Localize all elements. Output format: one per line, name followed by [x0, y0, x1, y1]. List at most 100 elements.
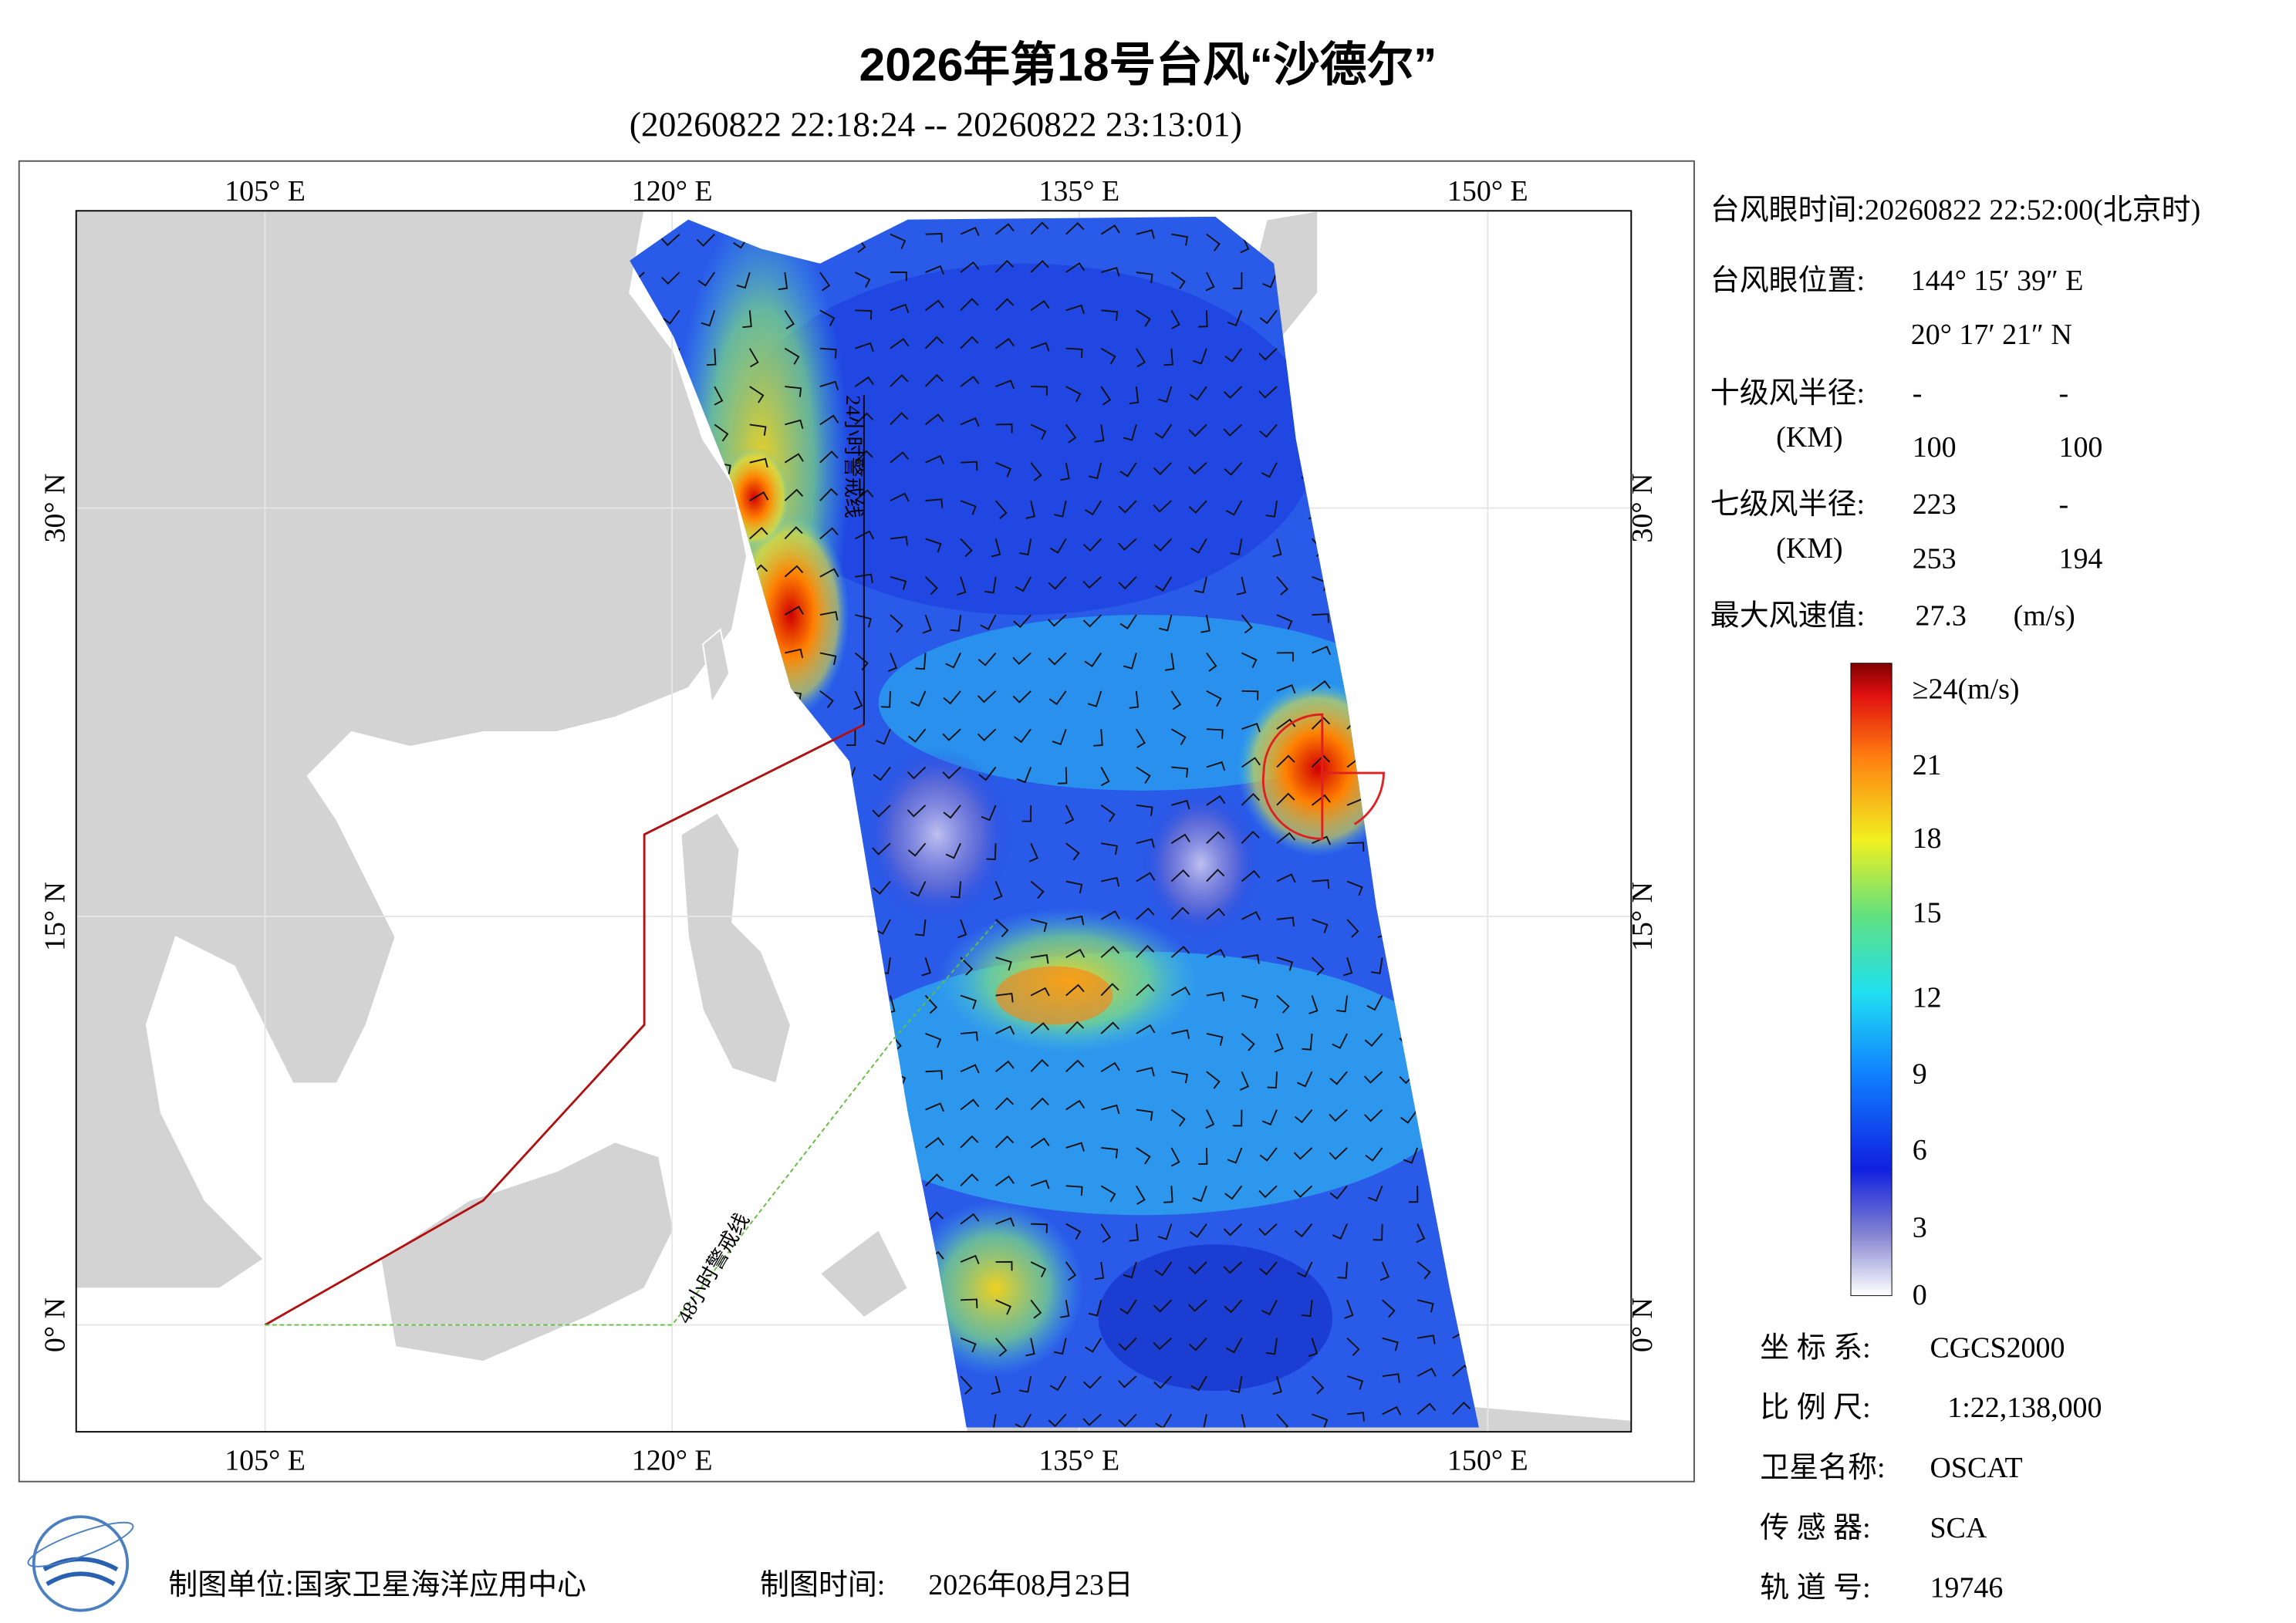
wind-barb: [960, 538, 973, 558]
wind-barb: [1197, 1147, 1208, 1166]
wind-barb: [1276, 684, 1296, 694]
wind-barb: [1382, 1405, 1402, 1415]
wind-barb: [1136, 728, 1146, 748]
wind-barb: [1030, 918, 1048, 933]
wind-barb: [1157, 386, 1173, 403]
wind-barb: [890, 412, 909, 426]
wind-barb: [1329, 1071, 1348, 1085]
wind-barb: [943, 690, 961, 705]
wind-barb: [995, 423, 1013, 434]
wind-barb: [1118, 1375, 1137, 1388]
wind-barb: [1065, 984, 1085, 997]
colorbar: [1850, 663, 1893, 1297]
r10-unit: (KM): [1776, 421, 1842, 454]
wind-barb: [1294, 1223, 1313, 1238]
wind-barb: [1311, 1375, 1325, 1395]
wind-barb: [785, 648, 804, 659]
wind-barb: [1365, 1147, 1383, 1162]
wind-barb: [1048, 652, 1067, 666]
wind-barb: [872, 805, 891, 818]
wind-barb: [784, 565, 804, 578]
wind-barb: [1329, 1108, 1348, 1122]
typhoon-wind-radius: [1261, 713, 1386, 840]
wind-barb: [1276, 957, 1294, 971]
r7-unit: (KM): [1776, 532, 1842, 565]
wind-barb: [925, 1070, 943, 1080]
wind-barb: [995, 957, 1012, 971]
wind-barb: [1364, 1108, 1383, 1122]
wind-barb: [991, 1375, 1001, 1395]
wind-barb: [1170, 728, 1187, 745]
top-x-label: 105° E: [225, 175, 306, 208]
wind-barb: [1194, 576, 1207, 594]
wind-barb: [942, 766, 961, 780]
wind-barb: [1236, 576, 1247, 596]
wind-barb: [1311, 794, 1331, 806]
wind-barb: [994, 1338, 1008, 1357]
wind-barb: [1014, 728, 1032, 744]
wind-barb: [1118, 1338, 1137, 1351]
colorbar-label: 21: [1913, 749, 1942, 781]
wind-barb: [1416, 1299, 1434, 1313]
colorbar-label: 18: [1913, 822, 1942, 855]
wind-barb: [1261, 1299, 1278, 1316]
colorbar-label: ≥24(m/s): [1913, 673, 2020, 705]
wind-barb: [1171, 799, 1190, 810]
wind-barb: [1227, 310, 1243, 327]
wind-barb: [1205, 1109, 1215, 1129]
wind-barb: [943, 805, 961, 819]
meta-value: CGCS2000: [1930, 1331, 2065, 1364]
wind-barb: [1159, 614, 1173, 632]
wind-barb: [1153, 1337, 1173, 1351]
wind-barb: [778, 272, 788, 291]
left-y-label: 30° N: [39, 474, 72, 543]
wind-barb: [1188, 500, 1207, 514]
wind-barb: [784, 488, 804, 501]
wind-barb: [1093, 729, 1103, 747]
wind-barb: [854, 530, 875, 540]
wind-barb: [1065, 948, 1086, 959]
wind-barb: [1297, 1071, 1313, 1088]
wind-barb: [995, 1260, 1013, 1271]
r7-value: -: [2058, 488, 2068, 521]
wind-barb: [1136, 804, 1153, 817]
wind-barb: [1028, 842, 1038, 862]
wind-barb: [1030, 462, 1042, 481]
wind-barb: [819, 450, 839, 464]
wind-barb: [960, 1135, 979, 1149]
wind-barb: [1274, 1033, 1284, 1053]
wind-barb: [1294, 1109, 1313, 1124]
wind-barb: [1030, 1097, 1049, 1111]
wind-barb: [1276, 873, 1296, 883]
wind-barb: [1065, 915, 1085, 926]
wind-barb: [890, 374, 909, 387]
wind-barb: [1030, 221, 1049, 235]
wind-barb: [1065, 347, 1083, 359]
warning-line-48h: [265, 922, 997, 1326]
wind-barb: [1087, 690, 1102, 707]
wind-barb: [925, 1102, 945, 1112]
right-y-label: 0° N: [1626, 1297, 1659, 1352]
wind-barb: [1241, 830, 1260, 844]
meta-value: 19746: [1930, 1572, 2003, 1604]
wind-barb: [1136, 1108, 1153, 1121]
wind-barb: [978, 766, 997, 781]
wind-barb: [1030, 1299, 1042, 1319]
wind-barb: [1101, 1104, 1120, 1115]
wind-barb: [1123, 424, 1137, 441]
logo: [27, 1515, 134, 1612]
max-value: 27.3: [1915, 599, 1966, 632]
wind-barb: [748, 348, 759, 368]
wind-barb: [1206, 869, 1225, 882]
wind-barb: [1153, 1299, 1173, 1313]
wind-barb: [749, 527, 768, 540]
left-y-label: 0° N: [39, 1297, 72, 1352]
wind-barb: [1329, 1185, 1348, 1200]
wind-barb: [1136, 348, 1146, 368]
wind-barb: [1084, 652, 1102, 668]
wind-barb: [1296, 1261, 1313, 1278]
wind-barb: [1030, 1022, 1050, 1034]
wind-barb: [749, 386, 765, 403]
wind-barb: [1136, 1147, 1151, 1165]
wind-barb: [960, 500, 977, 515]
